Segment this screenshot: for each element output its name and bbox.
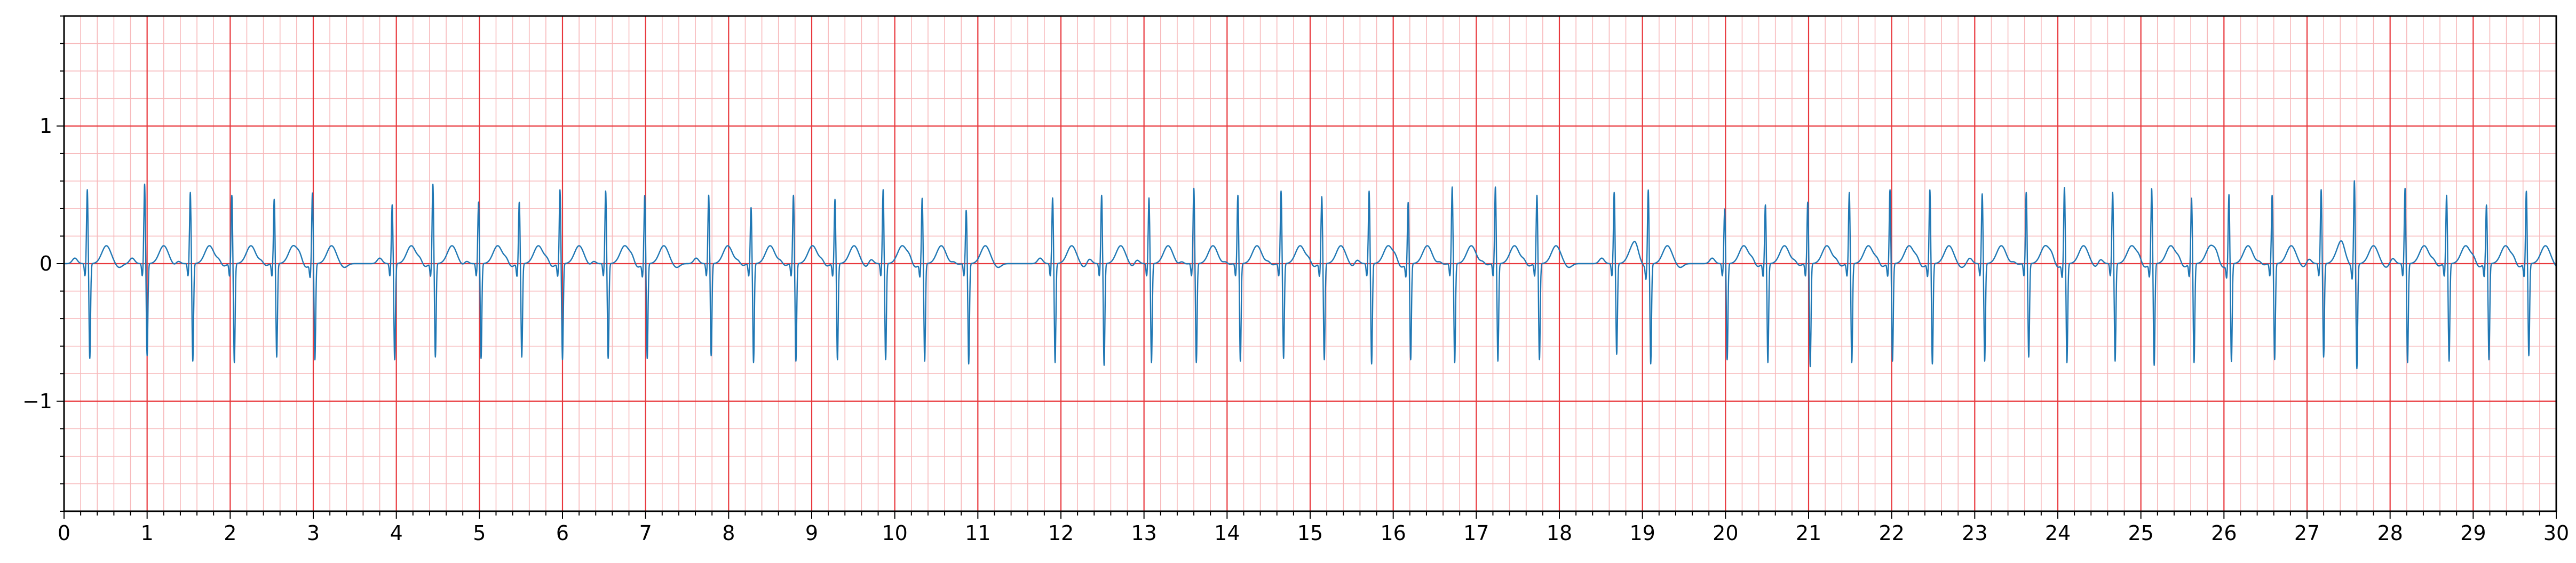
x-tick-label: 0 bbox=[58, 521, 70, 545]
x-tick-label: 28 bbox=[2377, 521, 2403, 545]
x-tick-label: 16 bbox=[1380, 521, 1406, 545]
y-tick-label: 0 bbox=[39, 252, 52, 275]
x-tick-label: 25 bbox=[2128, 521, 2153, 545]
x-tick-label: 23 bbox=[1962, 521, 1987, 545]
y-tick-label: 1 bbox=[39, 114, 52, 138]
x-tick-label: 15 bbox=[1297, 521, 1323, 545]
x-tick-label: 6 bbox=[556, 521, 569, 545]
x-tick-label: 4 bbox=[390, 521, 403, 545]
x-tick-label: 27 bbox=[2294, 521, 2320, 545]
x-tick-label: 11 bbox=[965, 521, 990, 545]
x-tick-label: 19 bbox=[1629, 521, 1655, 545]
x-tick-label: 2 bbox=[224, 521, 236, 545]
x-tick-label: 10 bbox=[882, 521, 907, 545]
ecg-signal-line bbox=[64, 180, 2557, 369]
x-tick-label: 13 bbox=[1131, 521, 1156, 545]
y-tick-label: −1 bbox=[22, 390, 52, 413]
x-tick-label: 24 bbox=[2045, 521, 2071, 545]
x-tick-label: 30 bbox=[2543, 521, 2569, 545]
x-tick-label: 18 bbox=[1547, 521, 1572, 545]
x-axis: 0 1 2 3 4 5 6 7 8 9 10 11 12 13 14 15 16 17 18 19 20 21 22 23 24… bbox=[58, 511, 2569, 545]
x-tick-label: 17 bbox=[1463, 521, 1489, 545]
x-tick-label: 21 bbox=[1796, 521, 1821, 545]
signal-layer bbox=[64, 180, 2557, 369]
x-tick-label: 8 bbox=[722, 521, 735, 545]
x-tick-label: 20 bbox=[1713, 521, 1738, 545]
x-tick-label: 3 bbox=[307, 521, 320, 545]
x-tick-label: 22 bbox=[1879, 521, 1904, 545]
x-tick-label: 1 bbox=[141, 521, 154, 545]
x-tick-label: 14 bbox=[1214, 521, 1240, 545]
x-tick-label: 7 bbox=[639, 521, 652, 545]
x-tick-label: 29 bbox=[2460, 521, 2486, 545]
x-tick-label: 5 bbox=[473, 521, 486, 545]
x-tick-label: 26 bbox=[2211, 521, 2237, 545]
x-tick-label: 9 bbox=[805, 521, 818, 545]
y-axis: 1 0 −1 bbox=[22, 15, 64, 512]
x-tick-label: 12 bbox=[1048, 521, 1074, 545]
